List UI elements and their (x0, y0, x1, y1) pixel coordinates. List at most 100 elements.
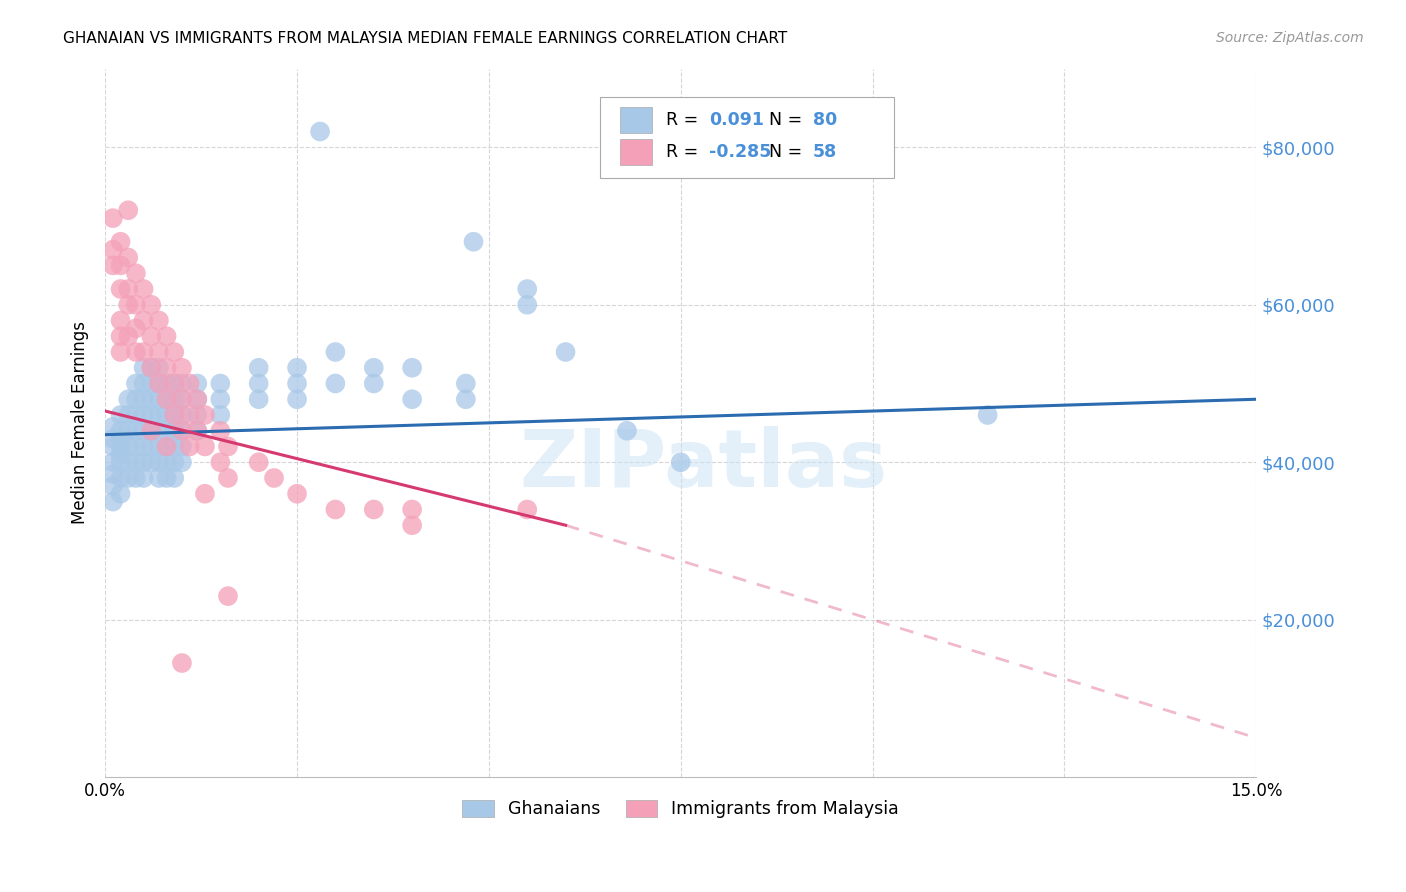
Point (976, 408, 998, 422)
Point (148, 455, 170, 469)
Point (155, 455, 177, 469)
Point (186, 392, 208, 407)
Point (110, 408, 132, 422)
Point (141, 298, 163, 312)
Point (117, 408, 139, 422)
Point (132, 392, 155, 407)
Point (163, 424, 186, 438)
Point (155, 392, 177, 407)
Point (170, 392, 193, 407)
Point (285, 392, 308, 407)
Text: Source: ZipAtlas.com: Source: ZipAtlas.com (1216, 31, 1364, 45)
Point (170, 424, 193, 438)
Text: R =: R = (665, 143, 703, 161)
Point (179, 408, 201, 422)
Point (163, 408, 186, 422)
Point (186, 424, 208, 438)
Point (101, 494, 124, 508)
Point (194, 408, 217, 422)
Point (148, 408, 170, 422)
Point (101, 259, 124, 273)
Point (401, 392, 423, 407)
Point (101, 432, 124, 446)
Point (141, 392, 163, 407)
Point (125, 408, 148, 422)
Point (148, 376, 170, 391)
Point (132, 455, 155, 469)
Point (117, 203, 139, 218)
Point (155, 376, 177, 391)
Point (141, 408, 163, 422)
Point (101, 243, 124, 257)
Point (148, 424, 170, 438)
Point (117, 298, 139, 312)
Point (132, 440, 155, 454)
Point (155, 360, 177, 375)
Point (101, 479, 124, 493)
Point (170, 440, 193, 454)
Point (163, 440, 186, 454)
Point (247, 360, 270, 375)
Point (141, 424, 163, 438)
Point (117, 251, 139, 265)
Text: 58: 58 (813, 143, 838, 161)
Point (117, 440, 139, 454)
Point (155, 392, 177, 407)
Point (363, 376, 385, 391)
Point (132, 345, 155, 359)
Point (110, 259, 132, 273)
Point (401, 518, 423, 533)
Point (117, 392, 139, 407)
Point (155, 408, 177, 422)
Point (209, 424, 232, 438)
Point (110, 235, 132, 249)
Point (209, 392, 232, 407)
Point (155, 440, 177, 454)
Point (163, 455, 186, 469)
Point (132, 313, 155, 327)
Point (125, 471, 148, 485)
Point (163, 345, 186, 359)
Point (616, 424, 638, 438)
Point (125, 440, 148, 454)
Point (101, 467, 124, 481)
Point (125, 376, 148, 391)
Point (141, 455, 163, 469)
Point (110, 487, 132, 501)
Point (141, 360, 163, 375)
Point (117, 455, 139, 469)
Point (463, 235, 485, 249)
Point (285, 360, 308, 375)
Point (125, 266, 148, 280)
Y-axis label: Median Female Earnings: Median Female Earnings (72, 321, 89, 524)
FancyBboxPatch shape (620, 139, 652, 165)
Point (516, 298, 538, 312)
Point (217, 589, 239, 603)
Point (170, 424, 193, 438)
Text: ZIPatlas: ZIPatlas (520, 426, 887, 504)
Point (110, 432, 132, 446)
Point (110, 345, 132, 359)
Point (285, 376, 308, 391)
Point (325, 502, 347, 516)
Point (209, 408, 232, 422)
Text: 0.091: 0.091 (710, 112, 765, 129)
Point (110, 282, 132, 296)
Point (217, 471, 239, 485)
Point (163, 408, 186, 422)
Point (186, 424, 208, 438)
Point (125, 321, 148, 335)
Point (401, 360, 423, 375)
Point (163, 471, 186, 485)
Point (117, 424, 139, 438)
Point (110, 440, 132, 454)
Point (125, 424, 148, 438)
Point (179, 376, 201, 391)
Point (132, 282, 155, 296)
Point (309, 124, 332, 138)
Point (186, 392, 208, 407)
Point (148, 376, 170, 391)
Point (247, 392, 270, 407)
Point (454, 376, 477, 391)
Point (148, 471, 170, 485)
